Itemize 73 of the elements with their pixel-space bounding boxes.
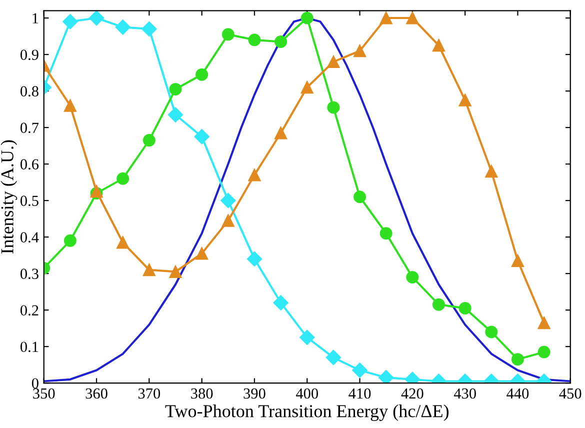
y-axis-title: Intensity (A.U.): [0, 140, 18, 254]
y-tick-label: 1: [32, 13, 38, 24]
x-tick-label: 380: [191, 388, 213, 399]
point: [300, 330, 315, 345]
point: [116, 236, 130, 249]
point: [169, 265, 182, 278]
point: [354, 190, 366, 204]
point: [485, 165, 498, 178]
point: [327, 101, 340, 114]
y-tick-label: 0.8: [20, 86, 38, 97]
y-tick-label: 0: [32, 378, 38, 389]
point: [538, 316, 550, 330]
point: [142, 134, 156, 147]
x-tick-label: 360: [86, 388, 108, 399]
point: [64, 234, 76, 247]
x-tick-label: 390: [244, 388, 266, 399]
point: [458, 302, 472, 314]
x-tick-label: 350: [33, 388, 55, 399]
point: [116, 172, 130, 185]
y-tick-label: 0.9: [20, 50, 38, 60]
point: [406, 270, 419, 284]
x-tick-label: 430: [454, 388, 476, 399]
point: [380, 12, 392, 24]
x-tick-label: 370: [138, 388, 160, 399]
point: [354, 44, 366, 58]
y-tick-label: 0.3: [20, 268, 38, 280]
point: [327, 56, 340, 68]
point: [485, 326, 498, 338]
x-tick-label: 400: [296, 388, 318, 399]
point: [300, 12, 314, 24]
point: [326, 350, 342, 366]
point: [246, 251, 262, 267]
point: [378, 370, 394, 384]
point: [168, 107, 184, 122]
y-tick-label: 0.4: [20, 232, 39, 243]
y-tick-label: 0.2: [20, 305, 38, 316]
point: [380, 227, 392, 240]
point: [274, 35, 288, 48]
point: [88, 10, 104, 26]
point: [142, 264, 156, 276]
point: [115, 20, 130, 35]
x-axis-title: Two-Photon Transition Energy (hc/ΔE): [165, 404, 449, 421]
x-tick-label: 440: [506, 388, 529, 399]
point: [352, 362, 368, 378]
point: [196, 68, 208, 81]
point: [538, 346, 550, 358]
point: [511, 353, 524, 366]
point: [432, 298, 445, 311]
point: [142, 21, 157, 37]
point: [511, 254, 524, 268]
point: [406, 12, 419, 24]
point: [300, 81, 314, 94]
point: [432, 39, 445, 52]
point: [222, 214, 234, 227]
point: [169, 82, 182, 96]
y-tick-label: 0.7: [20, 122, 39, 134]
point: [220, 192, 236, 208]
point: [194, 129, 210, 144]
point: [64, 99, 76, 112]
point: [458, 94, 472, 106]
y-tick-label: 0.5: [20, 196, 38, 206]
x-tick-label: 420: [401, 388, 424, 399]
y-tick-label: 0.1: [20, 342, 38, 352]
point: [273, 295, 288, 310]
point: [196, 247, 208, 260]
x-tick-label: 410: [348, 388, 371, 399]
point: [248, 34, 261, 46]
y-tick-label: 0.6: [20, 159, 39, 170]
point: [62, 14, 78, 30]
point: [274, 126, 288, 140]
point: [248, 168, 261, 182]
x-tick-label: 450: [559, 388, 582, 399]
point: [222, 28, 234, 41]
